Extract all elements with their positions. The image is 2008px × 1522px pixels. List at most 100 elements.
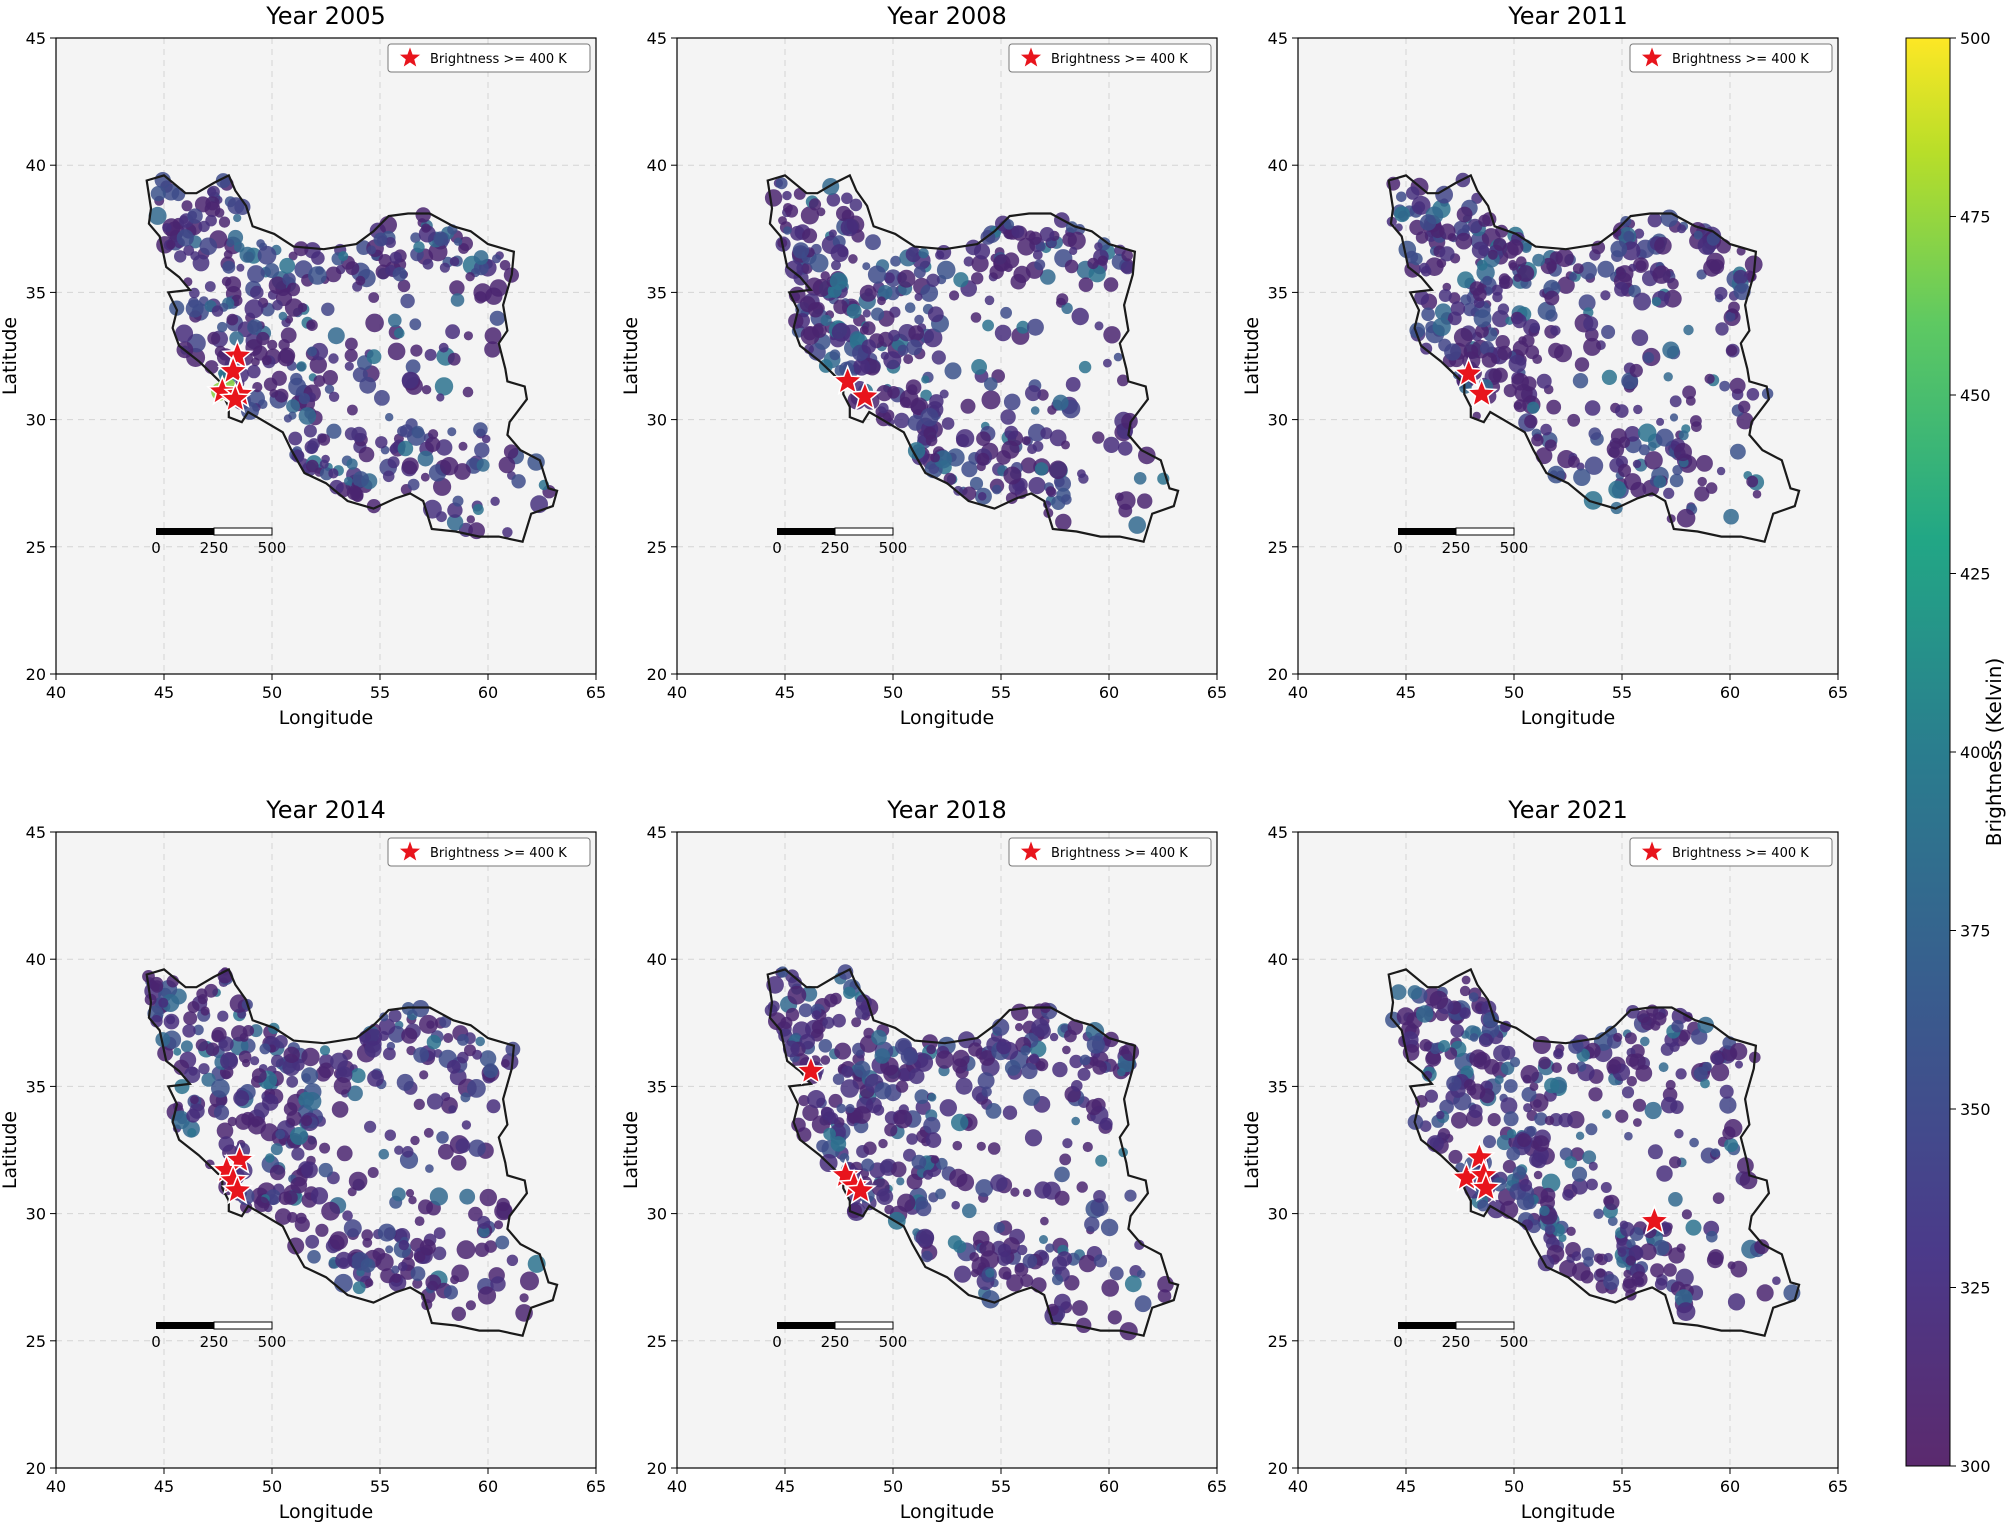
fire-point	[1002, 1105, 1018, 1120]
x-tick-label: 50	[1504, 1477, 1524, 1496]
fire-point	[1473, 1051, 1491, 1070]
fire-point	[1448, 1149, 1463, 1164]
fire-point	[1588, 427, 1602, 441]
fire-point	[282, 272, 296, 286]
fire-point	[1633, 1118, 1642, 1127]
fire-point	[301, 1047, 320, 1067]
fire-point	[876, 1188, 894, 1205]
fire-point	[438, 342, 449, 353]
fire-point	[1621, 1086, 1635, 1099]
fire-point	[1078, 1254, 1097, 1273]
fire-point	[1065, 377, 1081, 392]
fire-point	[834, 365, 846, 377]
fire-point	[1455, 232, 1473, 250]
fire-point	[1493, 237, 1507, 251]
fire-point	[936, 260, 956, 280]
fire-point	[1034, 259, 1046, 271]
legend-box	[1629, 837, 1833, 867]
y-tick-label: 30	[647, 411, 667, 430]
fire-point	[877, 285, 893, 300]
fire-points	[148, 172, 556, 540]
fire-point	[207, 331, 221, 345]
fire-point	[1575, 1131, 1585, 1141]
fire-point	[207, 187, 217, 197]
fire-point	[1469, 1033, 1479, 1042]
fire-point	[977, 492, 987, 501]
fire-point	[939, 1099, 957, 1117]
colorbar-tick-label: 425	[1960, 565, 1991, 584]
scalebar-label: 0	[151, 1333, 161, 1351]
fire-point	[450, 1275, 460, 1285]
fire-point	[1062, 1045, 1071, 1055]
fire-point	[166, 240, 176, 250]
x-tick-label: 45	[775, 683, 795, 702]
fire-point	[176, 229, 194, 247]
fire-point	[1052, 394, 1069, 411]
fire-point	[1048, 460, 1068, 480]
fire-point	[926, 273, 940, 287]
fire-point	[461, 1120, 472, 1130]
map-panel: 0 250 500 40 45 50 55 60 65 20 25 30 35 40 45 Longitude…	[1241, 796, 1848, 1522]
fire-point	[802, 228, 818, 244]
fire-point	[1495, 335, 1510, 350]
fire-point	[428, 242, 448, 262]
fire-point	[961, 461, 978, 478]
fire-point	[347, 1085, 363, 1102]
fire-point	[310, 1187, 329, 1205]
fire-point	[327, 327, 345, 345]
fire-point	[331, 1101, 349, 1118]
fire-point	[328, 468, 339, 479]
fire-point	[1676, 508, 1696, 528]
fire-point	[782, 190, 792, 201]
fire-point	[473, 260, 489, 276]
fire-point	[1647, 1144, 1663, 1160]
fire-point	[284, 298, 304, 317]
y-axis-label: Latitude	[1241, 1111, 1263, 1189]
fire-point	[420, 472, 430, 482]
fire-point	[1509, 262, 1518, 271]
fire-point	[1572, 373, 1589, 389]
fire-point	[1608, 480, 1627, 499]
fire-point	[328, 353, 339, 364]
fire-point	[1477, 1199, 1489, 1212]
fire-point	[286, 1075, 299, 1088]
fire-point	[1669, 413, 1679, 422]
fire-point	[1120, 260, 1135, 275]
fire-point	[764, 189, 783, 207]
fire-point	[833, 299, 849, 315]
fire-point	[1738, 400, 1751, 413]
x-tick-label: 50	[262, 683, 282, 702]
fire-point	[1581, 1247, 1595, 1261]
fire-point	[1004, 425, 1019, 440]
fire-point	[218, 1039, 228, 1049]
fire-point	[1093, 1190, 1106, 1203]
fire-point	[1557, 276, 1575, 294]
fire-point	[802, 1104, 819, 1122]
fire-point	[1618, 436, 1630, 449]
fire-point	[1529, 322, 1541, 334]
y-tick-label: 25	[647, 1332, 667, 1351]
fire-point	[1517, 1133, 1531, 1148]
fire-point	[1513, 401, 1523, 410]
axes-frame	[676, 831, 1218, 1469]
fire-point	[971, 272, 984, 285]
y-tick-label: 25	[1268, 1332, 1288, 1351]
fire-point	[1121, 1043, 1140, 1061]
y-tick-label: 40	[26, 156, 46, 175]
fire-point	[288, 377, 307, 396]
fire-point	[450, 293, 465, 307]
fire-point	[1663, 289, 1682, 308]
fire-point	[1071, 1116, 1080, 1126]
fire-point	[1064, 259, 1079, 274]
fire-point	[880, 1160, 894, 1173]
fire-point	[907, 384, 918, 395]
x-tick-label: 45	[1396, 683, 1416, 702]
fire-point	[1656, 417, 1665, 426]
fire-point	[244, 299, 264, 319]
fire-point	[1438, 1040, 1451, 1053]
fire-point	[935, 1050, 954, 1069]
fire-point	[378, 1018, 396, 1035]
fire-point	[1602, 1109, 1612, 1119]
fire-point	[843, 986, 856, 999]
fire-point	[433, 231, 449, 247]
